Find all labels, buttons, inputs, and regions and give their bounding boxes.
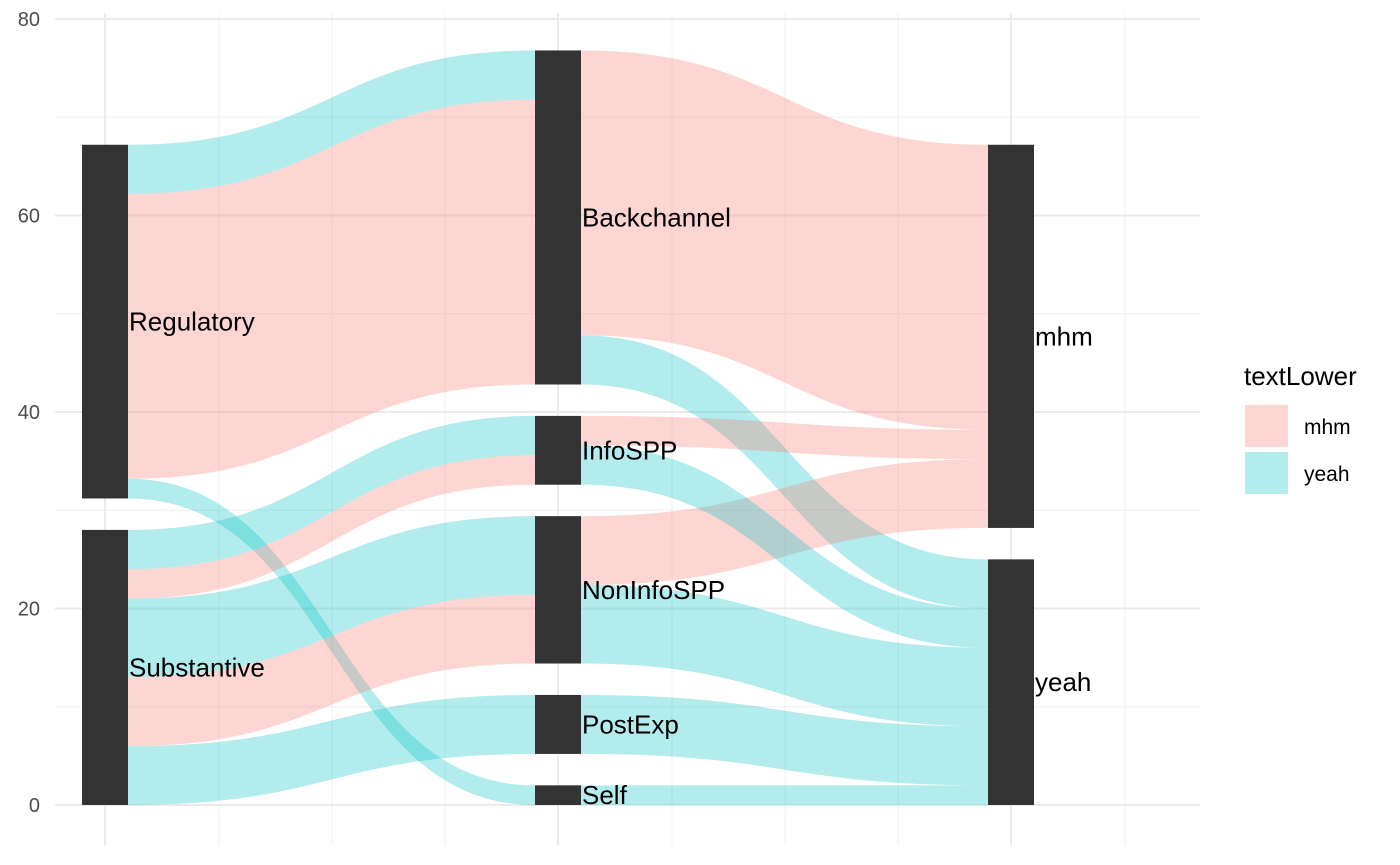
stratum-label-yeah: yeah (1035, 667, 1091, 697)
y-tick-label: 80 (18, 9, 40, 31)
flow-yeah-self-yeah (581, 785, 988, 805)
flow-yeah-regulatory-backchannel (128, 50, 535, 194)
legend-key-yeah (1245, 452, 1288, 494)
y-tick-label: 60 (18, 206, 40, 228)
y-axis-ticks: 0 20 40 60 80 (18, 9, 40, 817)
stratum-backchannel (535, 50, 581, 385)
flow-yeah-substantive-infospp (128, 415, 535, 570)
stratum-label-infospp: InfoSPP (582, 435, 677, 465)
stratum-noninfospp (535, 516, 581, 664)
y-tick-label: 40 (18, 402, 40, 424)
legend-label-yeah: yeah (1304, 463, 1350, 486)
stratum-mhm (988, 144, 1034, 528)
stratum-labels: Substantive Regulatory Self PostExp NonInfoS… (129, 202, 1093, 810)
flow-yeah-postexp-yeah (581, 694, 988, 786)
legend-title: textLower (1244, 361, 1357, 391)
stratum-label-mhm: mhm (1035, 321, 1093, 351)
stratum-label-noninfospp: NonInfoSPP (582, 575, 725, 605)
stratum-regulatory (82, 144, 128, 499)
stratum-label-self: Self (582, 780, 628, 810)
stratum-yeah (988, 559, 1034, 805)
stratum-label-postexp: PostExp (582, 709, 679, 739)
stratum-label-regulatory: Regulatory (129, 307, 255, 337)
flow-mhm-noninfospp-mhm (581, 459, 988, 585)
flow-mhm-substantive-infospp (128, 455, 535, 599)
legend-label-mhm: mhm (1304, 416, 1351, 439)
flow-mhm-infospp-mhm (581, 415, 988, 460)
stratum-infospp (535, 415, 581, 485)
flow-yeah-substantive-postexp (128, 694, 535, 805)
y-tick-label: 20 (18, 599, 40, 621)
flow-mhm-regulatory-backchannel (128, 99, 535, 479)
flow-yeah-noninfospp-yeah (581, 584, 988, 727)
stratum-label-backchannel: Backchannel (582, 202, 731, 232)
flow-mhm-backchannel-mhm (581, 50, 988, 430)
flow-yeah-infospp-yeah (581, 445, 988, 648)
strata (82, 50, 1034, 805)
legend-key-mhm (1245, 405, 1288, 447)
stratum-postexp (535, 694, 581, 754)
stratum-self (535, 785, 581, 805)
stratum-substantive (82, 529, 128, 805)
stratum-label-substantive: Substantive (129, 652, 265, 682)
legend: textLower mhm yeah (1244, 361, 1357, 494)
flow-yeah-backchannel-yeah (581, 335, 988, 609)
flow-yeah-substantive-noninfospp (128, 516, 535, 678)
y-tick-label: 0 (29, 795, 40, 817)
flow-yeah-regulatory-self (128, 478, 535, 805)
flow-mhm-substantive-noninfospp (128, 594, 535, 747)
